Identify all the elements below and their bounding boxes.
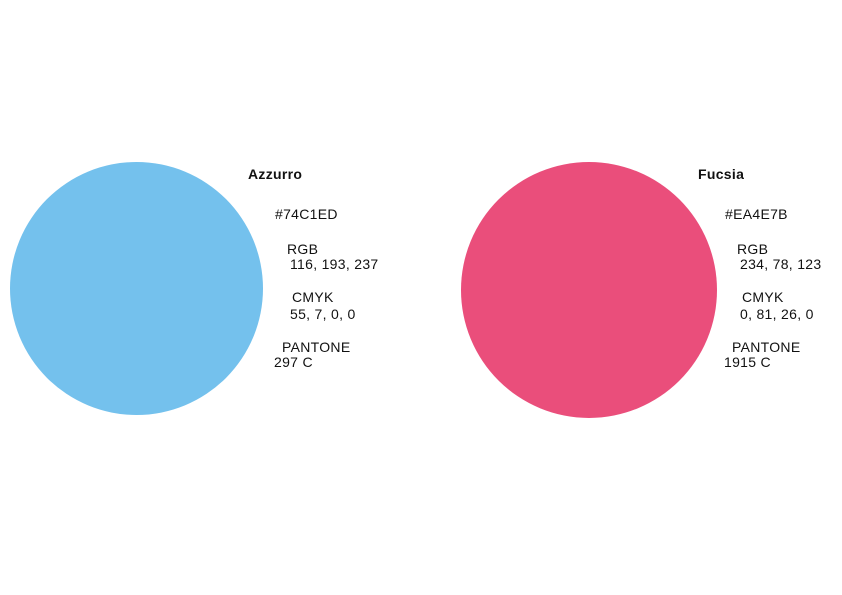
rgb-label: RGB — [287, 241, 319, 257]
cmyk-label: CMYK — [292, 289, 334, 305]
pantone-label: PANTONE — [282, 339, 351, 355]
rgb-value: 116, 193, 237 — [290, 256, 379, 272]
pantone-value: 297 C — [274, 354, 313, 370]
swatch-name: Azzurro — [248, 166, 303, 182]
rgb-label: RGB — [737, 241, 769, 257]
color-swatch-azzurro: Azzurro #74C1ED RGB 116, 193, 237 CMYK 5… — [10, 162, 410, 462]
pantone-value: 1915 C — [724, 354, 771, 370]
color-swatch-fucsia: Fucsia #EA4E7B RGB 234, 78, 123 CMYK 0, … — [460, 162, 840, 462]
cmyk-label: CMYK — [742, 289, 784, 305]
swatch-name: Fucsia — [698, 166, 745, 182]
hex-code: #74C1ED — [275, 206, 338, 222]
color-circle-fucsia — [461, 162, 717, 418]
rgb-value: 234, 78, 123 — [740, 256, 822, 272]
pantone-label: PANTONE — [732, 339, 801, 355]
color-circle-azzurro — [10, 162, 263, 415]
hex-code: #EA4E7B — [725, 206, 788, 222]
cmyk-value: 0, 81, 26, 0 — [740, 306, 814, 322]
cmyk-value: 55, 7, 0, 0 — [290, 306, 356, 322]
